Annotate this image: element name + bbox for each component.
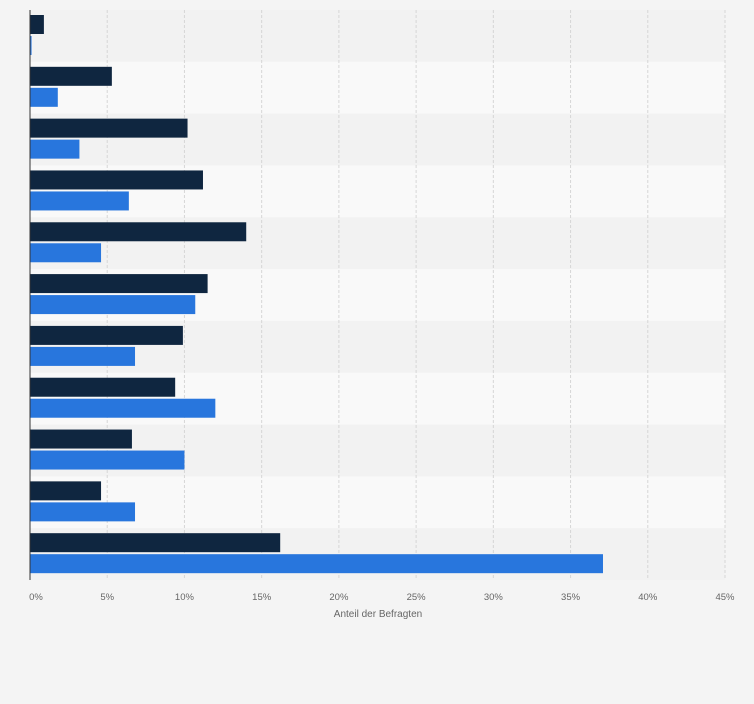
bar-series-2[interactable] <box>30 87 58 107</box>
x-tick-label: 15% <box>252 592 272 603</box>
bar-series-1[interactable] <box>30 325 183 345</box>
bar-series-2[interactable] <box>30 295 196 315</box>
row-band <box>30 10 725 62</box>
bar-series-1[interactable] <box>30 533 281 553</box>
row-band <box>30 61 725 114</box>
gridlines <box>106 10 726 580</box>
bar-series-2[interactable] <box>30 243 102 263</box>
x-tick-label: 0% <box>29 592 43 603</box>
bar-series-2[interactable] <box>30 36 32 55</box>
bar-series-2[interactable] <box>30 139 80 159</box>
bar-series-2[interactable] <box>30 554 603 574</box>
bar-series-1[interactable] <box>30 222 247 242</box>
bar-series-2[interactable] <box>30 450 185 470</box>
x-tick-label: 45% <box>715 592 735 603</box>
bar-series-1[interactable] <box>30 15 44 34</box>
x-tick-label: 10% <box>175 592 195 603</box>
bar-series-1[interactable] <box>30 118 188 138</box>
bar-series-2[interactable] <box>30 191 129 211</box>
bar-series-1[interactable] <box>30 274 208 294</box>
bar-series-2[interactable] <box>30 398 216 418</box>
row-band <box>30 476 725 529</box>
bar-series-1[interactable] <box>30 66 112 86</box>
x-tick-label: 40% <box>638 592 658 603</box>
x-tick-label: 5% <box>100 592 114 603</box>
row-bands <box>30 10 725 580</box>
bar-series-1[interactable] <box>30 481 102 501</box>
x-tick-label: 25% <box>407 592 427 603</box>
bar-series-2[interactable] <box>30 502 136 522</box>
x-tick-label: 20% <box>329 592 349 603</box>
bars <box>30 15 603 574</box>
x-axis-label: Anteil der Befragten <box>334 609 422 620</box>
bar-series-1[interactable] <box>30 377 176 397</box>
bar-series-1[interactable] <box>30 429 132 449</box>
x-tick-label: 35% <box>561 592 581 603</box>
bar-series-2[interactable] <box>30 346 136 366</box>
bar-series-1[interactable] <box>30 170 203 190</box>
x-tick-label: 30% <box>484 592 504 603</box>
x-tick-labels: 0% 5% 10% 15% 20% 25% 30% 35% 40% 45% <box>29 592 735 603</box>
